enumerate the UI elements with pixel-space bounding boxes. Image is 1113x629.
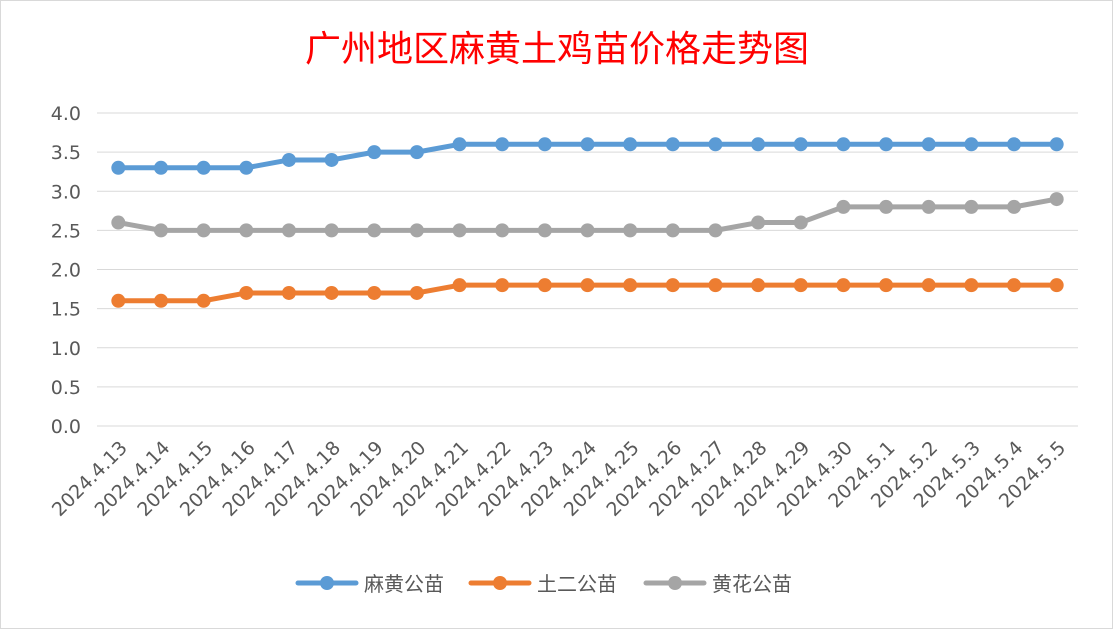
data-point bbox=[281, 223, 296, 238]
y-tick-label: 3.5 bbox=[51, 142, 81, 164]
data-point bbox=[708, 278, 723, 293]
data-point bbox=[537, 278, 552, 293]
y-tick-label: 0.5 bbox=[51, 377, 81, 399]
data-point bbox=[751, 278, 766, 293]
data-point bbox=[1049, 192, 1064, 207]
y-tick-label: 3.0 bbox=[51, 181, 81, 203]
data-point bbox=[879, 137, 894, 152]
legend: 麻黄公苗 土二公苗 黄花公苗 bbox=[295, 572, 792, 596]
data-point bbox=[281, 152, 296, 167]
data-point bbox=[1007, 137, 1022, 152]
data-point bbox=[751, 215, 766, 230]
data-point bbox=[580, 278, 595, 293]
data-point bbox=[324, 285, 339, 300]
y-tick-label: 4.0 bbox=[51, 103, 81, 125]
data-point bbox=[708, 223, 723, 238]
data-point bbox=[580, 137, 595, 152]
series-3 bbox=[111, 192, 1064, 238]
data-point bbox=[836, 199, 851, 214]
data-point bbox=[921, 199, 936, 214]
y-tick-label: 0.0 bbox=[51, 416, 81, 438]
data-point bbox=[153, 160, 168, 175]
data-point bbox=[196, 223, 211, 238]
y-tick-label: 1.5 bbox=[51, 299, 81, 321]
data-point bbox=[1007, 278, 1022, 293]
data-point bbox=[495, 137, 510, 152]
y-tick-label: 1.0 bbox=[51, 338, 81, 360]
data-point bbox=[665, 278, 680, 293]
data-point bbox=[751, 137, 766, 152]
data-point bbox=[665, 137, 680, 152]
legend-marker bbox=[493, 576, 507, 590]
data-point bbox=[281, 285, 296, 300]
legend-marker bbox=[668, 576, 682, 590]
data-point bbox=[964, 199, 979, 214]
legend-marker bbox=[320, 576, 334, 590]
series-1 bbox=[111, 137, 1064, 175]
y-tick-label: 2.5 bbox=[51, 220, 81, 242]
data-point bbox=[580, 223, 595, 238]
data-point bbox=[879, 278, 894, 293]
data-point bbox=[921, 137, 936, 152]
data-point bbox=[537, 223, 552, 238]
data-point bbox=[452, 137, 467, 152]
y-tick-label: 2.0 bbox=[51, 260, 81, 282]
data-point bbox=[623, 278, 638, 293]
data-point bbox=[111, 215, 126, 230]
data-point bbox=[409, 145, 424, 160]
grid bbox=[97, 112, 1078, 427]
data-point bbox=[324, 223, 339, 238]
data-point bbox=[793, 137, 808, 152]
series-group bbox=[111, 137, 1064, 308]
data-point bbox=[793, 215, 808, 230]
data-point bbox=[196, 293, 211, 308]
data-point bbox=[793, 278, 808, 293]
legend-item: 麻黄公苗 bbox=[295, 572, 444, 596]
data-point bbox=[623, 223, 638, 238]
data-point bbox=[239, 223, 254, 238]
data-point bbox=[111, 293, 126, 308]
legend-label: 麻黄公苗 bbox=[364, 572, 444, 596]
data-point bbox=[495, 278, 510, 293]
legend-label: 黄花公苗 bbox=[712, 572, 792, 596]
data-point bbox=[239, 285, 254, 300]
data-point bbox=[665, 223, 680, 238]
data-point bbox=[367, 145, 382, 160]
data-point bbox=[409, 223, 424, 238]
data-point bbox=[196, 160, 211, 175]
data-point bbox=[367, 223, 382, 238]
data-point bbox=[367, 285, 382, 300]
data-point bbox=[537, 137, 552, 152]
data-point bbox=[452, 278, 467, 293]
data-point bbox=[324, 152, 339, 167]
data-point bbox=[623, 137, 638, 152]
data-point bbox=[239, 160, 254, 175]
data-point bbox=[452, 223, 467, 238]
data-point bbox=[836, 278, 851, 293]
data-point bbox=[1007, 199, 1022, 214]
data-point bbox=[1049, 137, 1064, 152]
data-point bbox=[153, 223, 168, 238]
data-point bbox=[964, 137, 979, 152]
x-axis-ticks: 2024.4.132024.4.142024.4.152024.4.162024… bbox=[48, 437, 1070, 521]
legend-label: 土二公苗 bbox=[537, 572, 617, 596]
legend-item: 土二公苗 bbox=[468, 572, 617, 596]
data-point bbox=[921, 278, 936, 293]
data-point bbox=[495, 223, 510, 238]
data-point bbox=[153, 293, 168, 308]
data-point bbox=[836, 137, 851, 152]
data-point bbox=[111, 160, 126, 175]
data-point bbox=[1049, 278, 1064, 293]
data-point bbox=[879, 199, 894, 214]
legend-item: 黄花公苗 bbox=[643, 572, 792, 596]
data-point bbox=[409, 285, 424, 300]
data-point bbox=[964, 278, 979, 293]
y-axis-ticks: 0.0 0.5 1.0 1.5 2.0 2.5 3.0 3.5 4.0 bbox=[51, 103, 81, 438]
series-2 bbox=[111, 278, 1064, 308]
chart-title: 广州地区麻黄土鸡苗价格走势图 bbox=[305, 29, 809, 70]
data-point bbox=[708, 137, 723, 152]
